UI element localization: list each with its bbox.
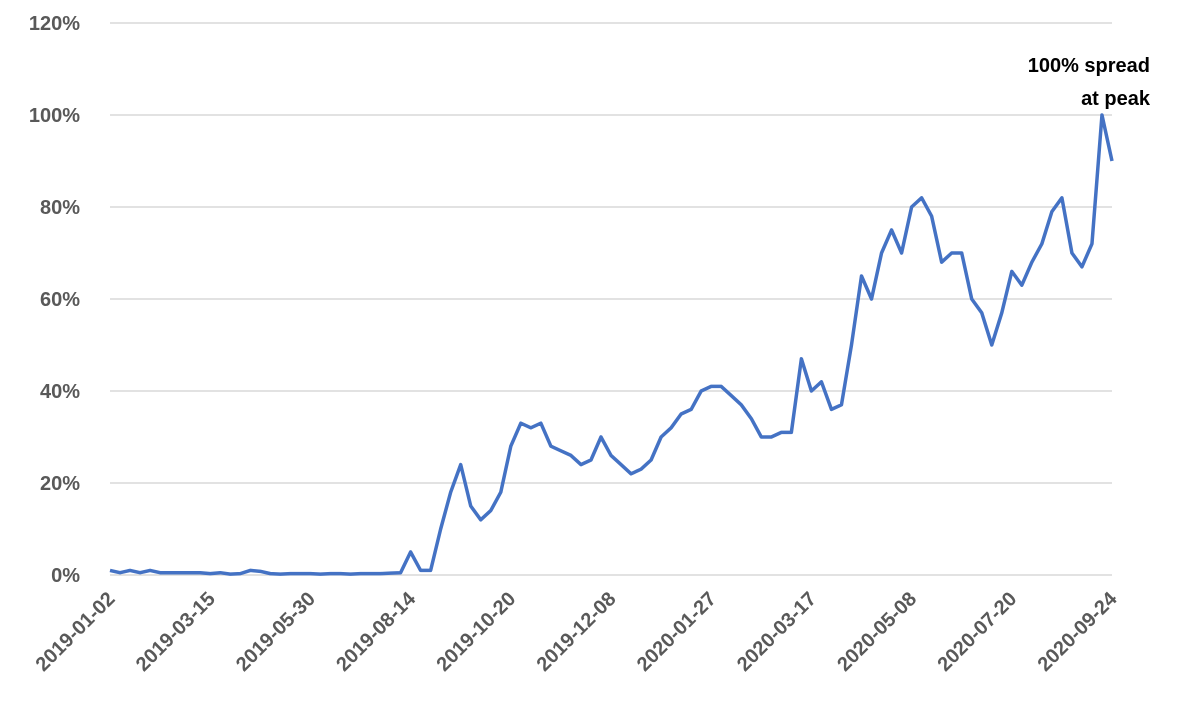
y-tick-label: 60% [40, 289, 80, 311]
y-tick-label: 80% [40, 197, 80, 219]
x-tick-label: 2020-05-08 [833, 588, 921, 676]
x-tick-label: 2020-01-27 [633, 588, 721, 676]
x-tick-label: 2019-03-15 [132, 588, 220, 676]
annotation: at peak [1081, 88, 1151, 110]
x-tick-label: 2020-09-24 [1034, 587, 1123, 676]
y-tick-label: 100% [29, 105, 80, 127]
data-line [109, 113, 1114, 576]
y-tick-label: 20% [40, 473, 80, 495]
y-tick-label: 0% [51, 565, 80, 587]
x-tick-label: 2019-08-14 [332, 587, 421, 676]
x-tick-label: 2019-10-20 [432, 588, 520, 676]
annotation: 100% spread [1028, 55, 1150, 77]
x-tick-label: 2019-05-30 [232, 588, 320, 676]
y-tick-label: 40% [40, 381, 80, 403]
x-tick-label: 2019-12-08 [533, 588, 621, 676]
x-tick-label: 2020-07-20 [933, 588, 1021, 676]
x-tick-label: 2020-03-17 [733, 588, 821, 676]
y-tick-label: 120% [29, 13, 80, 35]
x-tick-label: 2019-01-02 [32, 588, 120, 676]
